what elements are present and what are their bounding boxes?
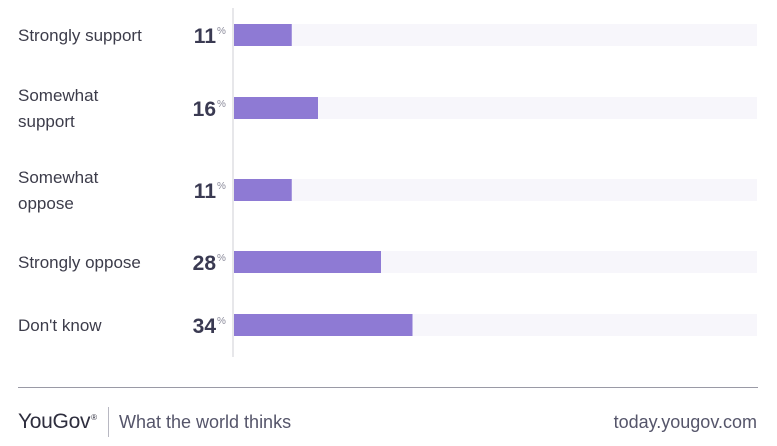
category-label: Somewhat support [18, 86, 99, 131]
bar-track [234, 24, 757, 46]
value-unit: % [217, 253, 226, 264]
value-unit: % [217, 99, 226, 110]
value-label: 11 [194, 180, 217, 203]
value-number: 28 [193, 252, 217, 275]
value-label: 16 [193, 98, 216, 121]
bar [234, 179, 292, 201]
category-label-line: support [18, 112, 75, 131]
value-unit: % [217, 316, 226, 327]
site-url-link[interactable]: today.yougov.com [613, 412, 757, 432]
bar-chart: Strongly support 11 % Somewhat support 16 % Som… [18, 8, 757, 357]
value-number: 34 [193, 315, 217, 338]
category-label-line: Somewhat [18, 168, 99, 187]
brand-registered-mark: ® [91, 413, 97, 422]
footer-divider [18, 387, 758, 388]
category-label: Don't know [18, 316, 102, 335]
category-label: Strongly oppose [18, 253, 141, 272]
value-unit: % [217, 181, 226, 192]
category-label-line: Strongly support [18, 26, 142, 45]
category-label-line: Strongly oppose [18, 253, 141, 272]
yougov-logo[interactable]: YouGov® [18, 410, 97, 434]
bar-track [234, 97, 757, 119]
category-label-line: Somewhat [18, 86, 99, 105]
brand-name: YouGov [18, 410, 91, 433]
tagline: What the world thinks [119, 412, 292, 432]
value-label: 11 [194, 25, 217, 48]
bar [234, 97, 318, 119]
bar [234, 251, 381, 273]
value-label: 28 [193, 252, 217, 275]
value-unit: % [217, 26, 226, 37]
category-label: Somewhat oppose [18, 168, 99, 213]
value-number: 16 [193, 98, 216, 121]
value-number: 11 [194, 180, 217, 203]
brand-divider [108, 407, 109, 437]
bar [234, 314, 413, 336]
bar [234, 24, 292, 46]
value-number: 11 [194, 25, 217, 48]
category-label-line: oppose [18, 194, 74, 213]
value-label: 34 [193, 315, 217, 338]
bar-track [234, 179, 757, 201]
category-label-line: Don't know [18, 316, 102, 335]
category-label: Strongly support [18, 26, 142, 45]
